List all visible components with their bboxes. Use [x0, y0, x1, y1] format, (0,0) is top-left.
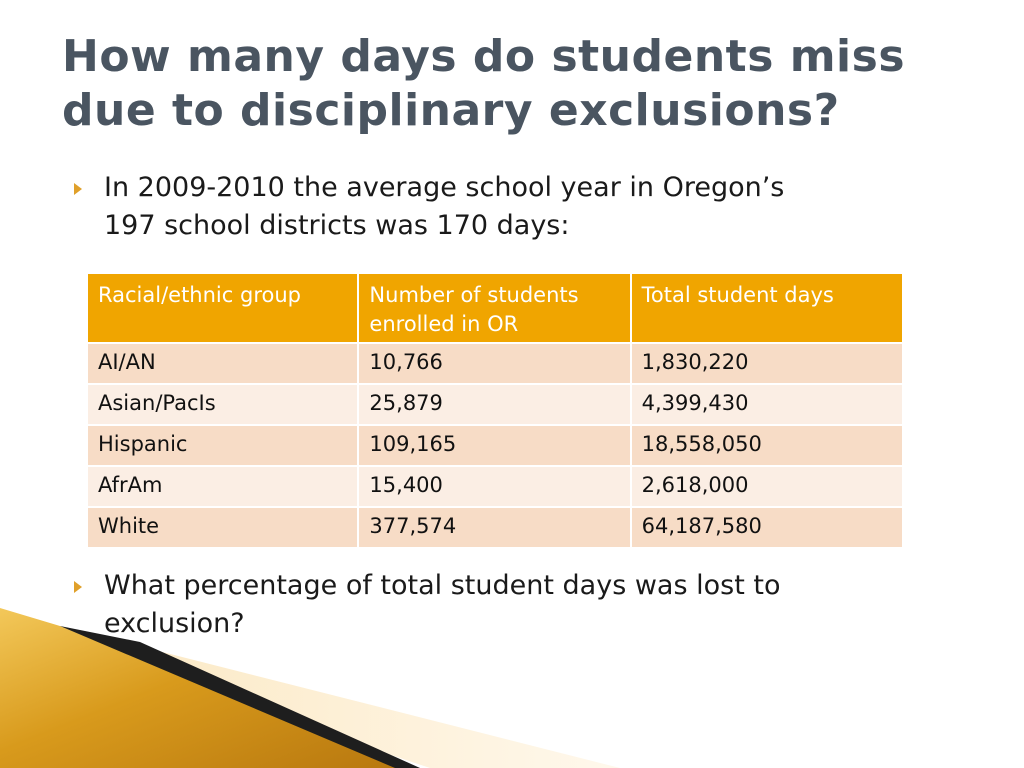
cell-group: AI/AN — [85, 342, 360, 385]
decor-pale-band — [40, 626, 620, 768]
header-line: enrolled in OR — [369, 312, 519, 336]
cell-group: Hispanic — [85, 424, 360, 467]
bullet-line: What percentage of total student days wa… — [104, 570, 781, 601]
cell-group: AfrAm — [85, 465, 360, 508]
table-header-row: Racial/ethnic group Number of students e… — [85, 272, 905, 344]
table-row: AfrAm 15,400 2,618,000 — [85, 465, 905, 508]
table-row: AI/AN 10,766 1,830,220 — [85, 342, 905, 385]
decor-dark-stripe — [60, 626, 420, 768]
cell-enrolled: 377,574 — [357, 506, 632, 549]
table-row: Hispanic 109,165 18,558,050 — [85, 424, 905, 467]
bullet-item: In 2009-2010 the average school year in … — [74, 169, 954, 245]
cell-total-days: 64,187,580 — [629, 506, 905, 549]
cell-total-days: 2,618,000 — [629, 465, 905, 508]
cell-total-days: 1,830,220 — [629, 342, 905, 385]
cell-enrolled: 109,165 — [357, 424, 632, 467]
bullet-text: In 2009-2010 the average school year in … — [104, 169, 954, 245]
title-line-1: How many days do students miss — [62, 31, 906, 82]
cell-group: White — [85, 506, 360, 549]
bullet-text: What percentage of total student days wa… — [104, 567, 954, 643]
cell-enrolled: 25,879 — [357, 383, 632, 426]
cell-enrolled: 10,766 — [357, 342, 632, 385]
enrollment-table: Racial/ethnic group Number of students e… — [85, 272, 905, 549]
triangle-right-icon — [74, 183, 82, 195]
triangle-right-icon — [74, 581, 82, 593]
cell-total-days: 18,558,050 — [629, 424, 905, 467]
table-row: White 377,574 64,187,580 — [85, 506, 905, 549]
cell-total-days: 4,399,430 — [629, 383, 905, 426]
bullet-line: 197 school districts was 170 days: — [104, 210, 570, 241]
cell-group: Asian/PacIs — [85, 383, 360, 426]
bullet-line: exclusion? — [104, 608, 245, 639]
slide-title: How many days do students miss due to di… — [62, 30, 962, 138]
header-number-of-students: Number of students enrolled in OR — [357, 272, 632, 344]
bullet-line: In 2009-2010 the average school year in … — [104, 172, 785, 203]
cell-enrolled: 15,400 — [357, 465, 632, 508]
title-line-2: due to disciplinary exclusions? — [62, 85, 840, 136]
decor-gold-wedge — [0, 608, 400, 768]
bullet-item: What percentage of total student days wa… — [74, 567, 954, 643]
header-total-student-days: Total student days — [629, 272, 905, 344]
header-racial-ethnic-group: Racial/ethnic group — [85, 272, 360, 344]
table-row: Asian/PacIs 25,879 4,399,430 — [85, 383, 905, 426]
corner-decoration — [0, 608, 620, 768]
header-line: Number of students — [369, 283, 579, 307]
